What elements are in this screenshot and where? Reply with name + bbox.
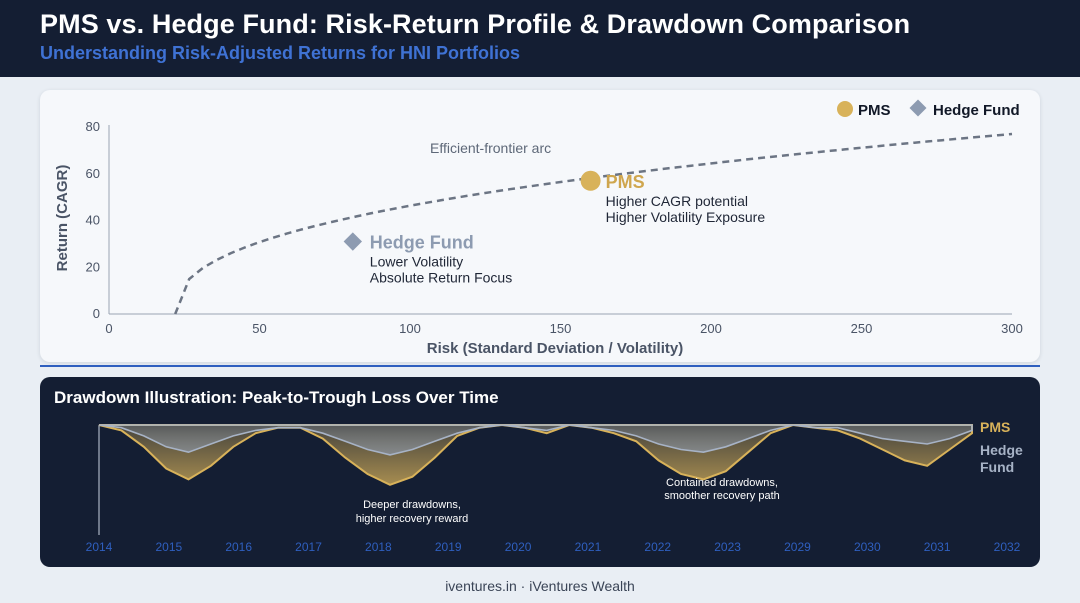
- y-tick-label-0: 0: [93, 306, 100, 321]
- y-tick-label-3: 60: [86, 166, 100, 181]
- year-tick-label-5: 2019: [435, 540, 462, 554]
- pms-point-label: PMS: [606, 172, 645, 192]
- risk-return-chart: 0 50 100 150 200 250 300 0 20 40 60 80 Risk (Stand…: [54, 99, 1023, 357]
- legend: PMS Hedge Fund: [837, 99, 1020, 119]
- x-tick-label-5: 250: [851, 321, 873, 336]
- year-tick-label-10: 2029: [784, 540, 811, 554]
- hedge-fund-point-label: Hedge Fund: [370, 233, 474, 253]
- legend-pms-label: PMS: [858, 102, 891, 119]
- legend-pms-marker: [837, 101, 853, 117]
- y-tick-label-1: 20: [86, 259, 100, 274]
- drawdown-title: Drawdown Illustration: Peak-to-Trough Lo…: [54, 388, 499, 407]
- x-axis-label: Risk (Standard Deviation / Volatility): [427, 340, 683, 357]
- x-tick-label-4: 200: [700, 321, 722, 336]
- year-tick-label-6: 2020: [505, 540, 532, 554]
- year-tick-label-12: 2031: [924, 540, 951, 554]
- year-tick-label-8: 2022: [644, 540, 671, 554]
- x-tick-label-1: 50: [252, 321, 266, 336]
- year-tick-label-13: 2032: [994, 540, 1021, 554]
- y-tick-label-2: 40: [86, 213, 100, 228]
- annotation-deeper-line-2: higher recovery reward: [356, 513, 469, 525]
- x-tick-label-6: 300: [1001, 321, 1023, 336]
- annotation-deeper-line-1: Deeper drawdowns,: [363, 499, 461, 511]
- y-tick-label-4: 80: [86, 119, 100, 134]
- legend-hedge-fund-marker: [909, 99, 927, 117]
- year-tick-label-11: 2030: [854, 540, 881, 554]
- frontier-label: Efficient-frontier arc: [430, 140, 551, 156]
- x-tick-label-3: 150: [550, 321, 572, 336]
- pms-note-line-2: Higher Volatility Exposure: [606, 209, 766, 225]
- hedge-fund-note-line-1: Lower Volatility: [370, 254, 463, 270]
- efficient-frontier-arc: [174, 132, 1013, 315]
- hedge-fund-note-line-2: Absolute Return Focus: [370, 270, 512, 286]
- header-bar: PMS vs. Hedge Fund: Risk-Return Profile …: [0, 0, 1080, 77]
- year-tick-label-4: 2018: [365, 540, 392, 554]
- footer-credit: iventures.in · iVentures Wealth: [445, 578, 635, 594]
- risk-return-card: [40, 90, 1040, 362]
- year-tick-label-3: 2017: [295, 540, 322, 554]
- annotation-contained-line-2: smoother recovery path: [664, 490, 780, 502]
- year-tick-label-1: 2015: [155, 540, 182, 554]
- y-axis-label: Return (CAGR): [54, 165, 71, 272]
- page-subtitle: Understanding Risk-Adjusted Returns for …: [40, 43, 521, 63]
- year-tick-label-7: 2021: [575, 540, 602, 554]
- x-tick-label-2: 100: [399, 321, 421, 336]
- year-tick-label-0: 2014: [86, 540, 113, 554]
- drawdown-chart: Drawdown Illustration: Peak-to-Trough Lo…: [54, 388, 1027, 554]
- pms-drawdown-area: [98, 423, 973, 486]
- pms-note-line-1: Higher CAGR potential: [606, 193, 748, 209]
- page-title: PMS vs. Hedge Fund: Risk-Return Profile …: [40, 9, 911, 39]
- annotation-contained-line-1: Contained drawdowns,: [666, 477, 778, 489]
- section-divider: [40, 365, 1040, 367]
- year-tick-label-9: 2023: [714, 540, 741, 554]
- year-tick-label-2: 2016: [225, 540, 252, 554]
- drawdown-legend-pms: PMS: [980, 419, 1010, 435]
- drawdown-legend-hedge-fund: Hedge Fund: [980, 442, 1027, 475]
- hedge-fund-point: [343, 232, 363, 251]
- hedge-fund-drawdown-area: [98, 424, 973, 456]
- x-tick-label-0: 0: [105, 321, 112, 336]
- legend-hedge-fund-label: Hedge Fund: [933, 102, 1020, 119]
- pms-point: [580, 170, 601, 191]
- drawdown-card: [40, 377, 1040, 567]
